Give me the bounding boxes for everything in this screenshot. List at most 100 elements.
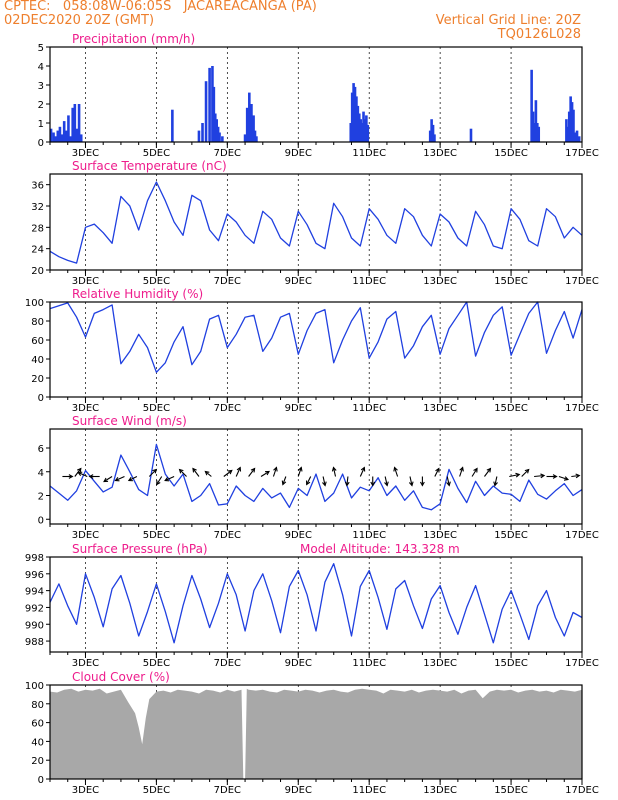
wind-vector-shaft	[248, 468, 256, 477]
x-tick-label: 13DEC	[423, 658, 457, 669]
wind-vector-head	[419, 481, 425, 487]
x-tick-label: 7DEC	[214, 658, 241, 669]
wind-vector-head	[114, 476, 120, 482]
wind-vector-head	[164, 476, 170, 482]
precip-bar	[171, 109, 174, 142]
precip-bar	[253, 130, 257, 142]
wind-vector-head	[393, 466, 398, 472]
y-tick-label: 0	[38, 515, 44, 526]
precip-bar	[197, 130, 201, 142]
wind-vector-shaft	[346, 476, 349, 486]
header-model-id: TQ0126L028	[497, 27, 581, 42]
precip-bar	[569, 96, 572, 142]
wind-vector-head	[360, 466, 366, 472]
wind-vector-shaft	[322, 476, 326, 486]
y-tick-label: 2	[38, 492, 44, 503]
wind-vector-head	[250, 467, 256, 473]
y-tick-label: 80	[31, 317, 44, 328]
wind-vector-shaft	[179, 469, 187, 477]
y-tick-label: 60	[31, 336, 44, 347]
wind-vector-head	[331, 466, 337, 472]
precip-bar	[365, 115, 368, 142]
wind-vector-head	[127, 476, 133, 482]
x-tick-label: 17DEC	[565, 658, 599, 669]
precip-bar	[243, 134, 247, 142]
x-tick-label: 7DEC	[214, 148, 241, 159]
y-tick-label: 100	[25, 681, 44, 692]
y-tick-label: 36	[31, 181, 44, 192]
precip-bar	[536, 123, 539, 142]
wind-vector-head	[281, 480, 287, 486]
precip-bar	[357, 113, 361, 142]
y-tick-label: 1	[38, 119, 44, 130]
x-tick-label: 3DEC	[72, 403, 99, 414]
precip-bar	[248, 92, 251, 142]
precip-bar	[215, 119, 218, 142]
precip-bar	[255, 136, 258, 142]
wind-vector-head	[178, 468, 184, 474]
precip-bar	[245, 107, 249, 142]
x-tick-label: 9DEC	[285, 276, 312, 287]
panel-pressure: 988 990 992 994 996 998 3DEC 5DEC 7DEC 9DEC 11DEC 1…	[25, 542, 599, 669]
y-tick-label: 6	[38, 444, 44, 455]
x-tick-label: 9DEC	[285, 785, 312, 796]
precip-bar	[428, 130, 432, 142]
precip-bar	[73, 104, 77, 142]
wind-vector-head	[435, 467, 440, 473]
y-tick-label: 20	[31, 756, 44, 767]
panel-title: Surface Temperature (nC)	[72, 159, 227, 173]
wind-vector-head	[344, 481, 350, 487]
x-tick-label: 9DEC	[285, 530, 312, 541]
panel-title: Surface Wind (m/s)	[72, 414, 187, 428]
wind-vector-shaft	[282, 476, 287, 485]
header-vertical-grid: Vertical Grid Line: 20Z	[435, 13, 581, 28]
precip-bar	[349, 123, 353, 142]
x-tick-label: 5DEC	[143, 403, 170, 414]
precip-bar	[534, 100, 538, 142]
precip-bar	[75, 128, 79, 142]
x-tick-label: 7DEC	[214, 276, 241, 287]
x-tick-label: 17DEC	[565, 785, 599, 796]
precip-bar	[363, 119, 367, 142]
x-tick-label: 17DEC	[565, 276, 599, 287]
x-tick-label: 11DEC	[352, 148, 386, 159]
x-tick-label: 5DEC	[143, 148, 170, 159]
header-station: CPTEC: 058:08W-06:05S JACAREACANGA (PA)	[4, 0, 317, 14]
x-tick-label: 11DEC	[352, 403, 386, 414]
precip-bar	[356, 105, 360, 142]
panel-precip: 0 1 2 3 4 5 3DEC 5DEC 7DEC 9DEC 11DEC 13DEC 15DEC 17D…	[38, 32, 599, 159]
precip-bar	[355, 96, 358, 142]
y-tick-label: 4	[38, 62, 44, 73]
wind-vector-head	[575, 473, 581, 479]
wind-vector-head	[515, 472, 521, 478]
precip-bar	[77, 104, 81, 142]
wind-vector-shaft	[521, 469, 530, 477]
wind-vector-shaft	[235, 467, 241, 477]
wind-vector-shaft	[115, 475, 125, 482]
x-tick-label: 13DEC	[423, 530, 457, 541]
y-tick-label: 992	[25, 603, 44, 614]
plot-frame	[49, 301, 583, 398]
precip-bar	[67, 115, 70, 142]
wind-vector-shaft	[103, 476, 113, 482]
x-tick-label: 15DEC	[494, 276, 528, 287]
precip-bar	[213, 113, 217, 142]
panel-title: Relative Humidity (%)	[72, 287, 203, 301]
wind-vector-head	[459, 466, 464, 472]
wind-vector-head	[384, 481, 389, 487]
precip-bar	[212, 86, 216, 142]
precip-bar	[221, 136, 224, 142]
precip-bar	[565, 119, 568, 142]
wind-vector-shaft	[359, 467, 365, 477]
precip-bar	[211, 66, 214, 142]
pressure-series-line	[49, 563, 583, 644]
wind-vector-head	[192, 467, 197, 473]
x-tick-label: 13DEC	[423, 276, 457, 287]
wind-vector-shaft	[78, 471, 88, 478]
wind-vector-head	[103, 477, 109, 483]
wind-vector-shaft	[394, 467, 399, 477]
precip-bar	[353, 86, 357, 142]
x-tick-label: 13DEC	[423, 785, 457, 796]
panel-title: Surface Pressure (hPa)	[72, 542, 208, 556]
y-tick-label: 20	[31, 374, 44, 385]
